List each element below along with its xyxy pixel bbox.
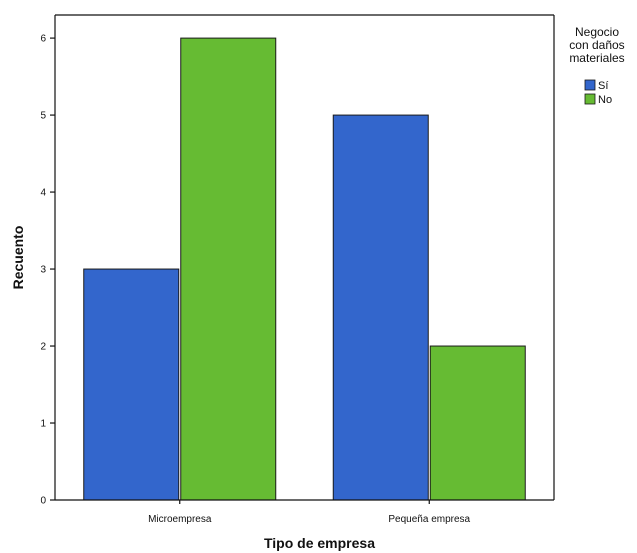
ticks-layer	[50, 37, 430, 504]
bars-layer	[83, 37, 526, 501]
legend: Negocio con daños materiales Sí No	[569, 25, 624, 106]
legend-swatch-no	[584, 93, 596, 105]
bar-pequeña-empresa-si	[332, 114, 429, 501]
x-category-label: Pequeña empresa	[388, 514, 470, 525]
legend-title-line-3: materiales	[569, 51, 624, 65]
legend-title-line-2: con daños	[569, 38, 624, 52]
bar-microempresa-si	[83, 268, 180, 501]
y-tick-label: 2	[40, 342, 46, 353]
bar-microempresa-no	[180, 37, 277, 501]
y-tick-label: 3	[40, 265, 46, 276]
legend-title-line-1: Negocio	[575, 25, 619, 39]
y-tick-label: 1	[40, 419, 46, 430]
x-category-label: Microempresa	[148, 514, 212, 525]
axes-layer	[54, 14, 555, 501]
bar-pequeña-empresa-no	[429, 345, 526, 501]
y-tick-label: 0	[40, 496, 46, 507]
legend-swatch-si	[584, 79, 596, 91]
legend-label-si: Sí	[598, 80, 608, 92]
x-axis-title: Tipo de empresa	[264, 535, 375, 551]
y-tick-label: 4	[40, 188, 46, 199]
y-axis-title: Recuento	[10, 226, 26, 290]
y-tick-label: 6	[40, 34, 46, 45]
legend-label-no: No	[598, 94, 612, 106]
labels-layer: Recuento Tipo de empresa Microempresa Peq…	[10, 34, 471, 551]
y-tick-label: 5	[40, 111, 46, 122]
